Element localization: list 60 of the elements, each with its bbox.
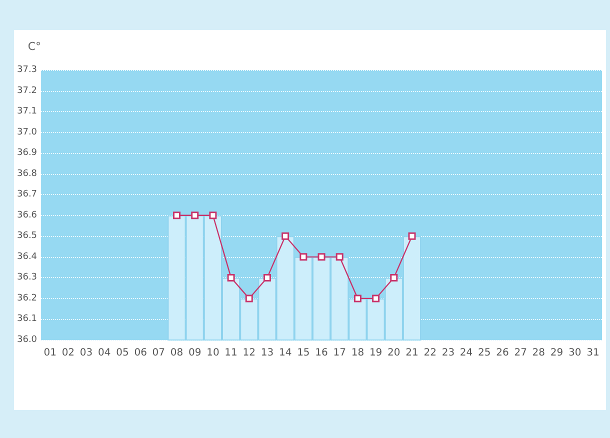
x-tick-label: 10 [206,348,220,358]
x-tick-label: 13 [260,348,274,358]
x-tick-label: 22 [424,348,436,358]
y-axis-title: C° [28,40,42,53]
x-tick-label: 25 [478,348,491,358]
x-tick-label: 23 [442,348,455,358]
point [390,274,398,282]
point [354,294,362,302]
y-tick-label: 36.5 [16,231,38,242]
x-tick-label: 07 [152,348,166,358]
x-tick-label: 17 [333,348,346,358]
x-tick-label: 11 [224,348,238,358]
x-tick-label: 27 [514,348,527,358]
point [263,274,271,282]
point [191,212,199,220]
point [245,294,253,302]
y-tick-label: 36.0 [16,335,38,345]
x-tick-label: 14 [278,348,292,358]
x-tick-label: 26 [496,348,509,358]
y-tick-label: 36.6 [16,210,38,220]
y-tick-label: 36.8 [16,168,38,179]
y-tick-label: 36.2 [16,293,38,304]
point [300,253,308,261]
x-tick-label: 30 [568,348,582,358]
y-tick-label: 37.0 [16,127,38,138]
x-tick-label: 16 [315,348,328,358]
point [336,253,344,261]
x-tick-label: 28 [532,348,546,358]
point [318,253,326,261]
x-tick-label: 06 [134,348,147,358]
point [372,294,380,302]
y-tick-label: 37.2 [16,86,38,96]
x-tick-label: 24 [460,348,473,358]
y-tick-label: 36.4 [16,252,38,262]
y-tick-label: 36.7 [16,190,38,200]
x-tick-label: 29 [550,348,564,358]
y-tick-label: 37.1 [16,106,38,117]
x-tick-label: 15 [297,348,310,358]
x-tick-label: 02 [62,348,75,358]
y-tick-label: 36.1 [16,314,38,324]
y-tick-label: 36.3 [16,272,38,283]
point [408,232,416,240]
x-tick-label: 12 [242,348,256,358]
x-tick-label: 20 [388,348,400,358]
x-tick-label: 04 [98,348,111,358]
x-tick-label: 09 [188,348,202,358]
y-tick-label: 37.3 [16,65,38,75]
x-tick-label: 21 [406,348,418,358]
point [227,274,235,282]
x-tick-label: 18 [351,348,364,358]
y-tick-label: 36.9 [16,148,38,158]
x-tick-label: 19 [369,348,382,358]
x-tick-label: 05 [116,348,129,358]
x-tick-label: 08 [170,348,184,358]
x-tick-label: 01 [44,348,56,358]
x-tick-label: 03 [80,348,93,358]
x-tick-label: 31 [586,348,600,358]
point [173,212,181,220]
point [282,232,290,240]
point [209,212,217,220]
